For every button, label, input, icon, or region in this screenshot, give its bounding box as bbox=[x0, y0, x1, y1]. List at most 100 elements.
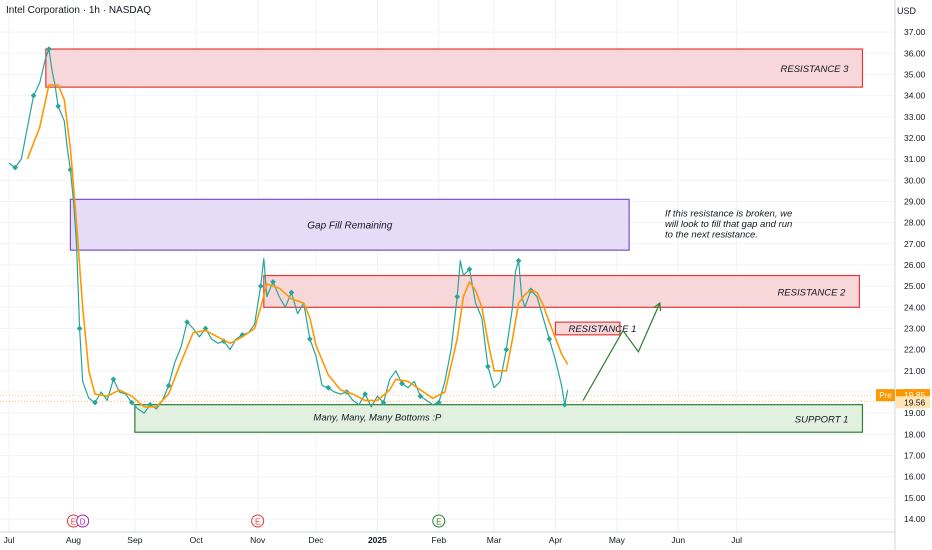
annotation-line: to the next resistance. bbox=[665, 229, 758, 240]
y-tick-label: 29.00 bbox=[904, 196, 926, 206]
x-tick-label: Oct bbox=[190, 535, 204, 545]
x-tick-label: Jun bbox=[671, 535, 685, 545]
zone-label: RESISTANCE 3 bbox=[781, 64, 850, 75]
y-tick-label: 33.00 bbox=[904, 112, 926, 122]
y-tick-label: 22.00 bbox=[904, 345, 926, 355]
annotation-layer: RESISTANCE 3 Gap Fill Remaining RESISTANCE… bbox=[307, 64, 849, 425]
price-marker bbox=[485, 363, 491, 370]
y-tick-label: 36.00 bbox=[904, 48, 926, 58]
price-marker bbox=[202, 325, 209, 332]
projection-arrow bbox=[582, 302, 661, 401]
x-tick-label: Nov bbox=[250, 535, 266, 545]
zone-label: RESISTANCE 1 bbox=[568, 324, 636, 335]
event-marker[interactable] bbox=[432, 514, 446, 528]
currency-label: USD bbox=[897, 6, 917, 16]
y-tick-label: 23.00 bbox=[904, 323, 926, 333]
y-tick-label: 17.00 bbox=[904, 450, 926, 460]
y-tick-label: 27.00 bbox=[904, 239, 926, 249]
x-tick-label: Jul bbox=[731, 535, 742, 545]
event-marker-label: E bbox=[255, 518, 260, 527]
price-marker bbox=[362, 391, 368, 397]
pre-tag-label: Pre bbox=[879, 391, 892, 400]
price-marker bbox=[165, 382, 172, 389]
zone-label: RESISTANCE 2 bbox=[777, 287, 846, 298]
y-tick-label: 15.00 bbox=[904, 493, 926, 503]
price-marker bbox=[184, 319, 190, 325]
y-tick-label: 25.00 bbox=[904, 281, 926, 291]
price-marker bbox=[76, 325, 83, 332]
x-tick-label: Apr bbox=[549, 535, 562, 545]
zone-label: Gap Fill Remaining bbox=[307, 221, 392, 232]
moving-average-line bbox=[26, 84, 569, 408]
y-tick-label: 28.00 bbox=[904, 218, 926, 228]
y-tick-label: 26.00 bbox=[904, 260, 926, 270]
pre-tag-badge bbox=[876, 389, 895, 402]
y-tick-label: 30.00 bbox=[904, 175, 926, 185]
y-tick-label: 16.00 bbox=[904, 472, 926, 482]
price-marker bbox=[307, 336, 313, 342]
event-marker[interactable] bbox=[76, 514, 90, 528]
price-marker bbox=[288, 289, 295, 296]
plot-background bbox=[0, 0, 895, 532]
annotation-line: Many, Many, Many Bottoms :P bbox=[313, 413, 442, 424]
price-marker bbox=[454, 293, 461, 300]
price-marker bbox=[417, 393, 424, 400]
event-marker[interactable] bbox=[251, 514, 265, 528]
price-marker bbox=[270, 279, 276, 285]
y-tick-label: 21.00 bbox=[904, 366, 926, 376]
price-marker bbox=[561, 401, 568, 408]
x-tick-label: Dec bbox=[308, 535, 324, 545]
y-tick-label: 24.00 bbox=[904, 302, 926, 312]
y-tick-label: 37.00 bbox=[904, 27, 926, 37]
x-tick-label: Jul bbox=[4, 535, 15, 545]
last-price-value: 19.56 bbox=[904, 397, 926, 407]
last-price-badge bbox=[896, 396, 930, 409]
zone-gap-fill-remaining[interactable] bbox=[69, 198, 630, 251]
price-marker bbox=[515, 257, 522, 264]
symbol-title[interactable]: Intel Corporation · 1h · NASDAQ bbox=[6, 5, 152, 16]
y-tick-label: 34.00 bbox=[904, 91, 926, 101]
zone-support-1[interactable] bbox=[134, 404, 864, 433]
zone-layer bbox=[45, 48, 864, 433]
x-tick-label: Sep bbox=[127, 535, 142, 545]
price-marker bbox=[503, 346, 510, 353]
projection-arrow-head bbox=[653, 301, 662, 312]
price-marker bbox=[546, 336, 553, 342]
price-marker bbox=[325, 384, 332, 391]
annotation-text: Many, Many, Many Bottoms :P bbox=[313, 413, 442, 424]
x-tick-label: Mar bbox=[487, 535, 502, 545]
price-marker bbox=[399, 380, 405, 387]
zone-resistance-1[interactable] bbox=[554, 321, 621, 336]
annotation-line: will look to fill that gap and run bbox=[665, 219, 792, 230]
y-tick-label: 31.00 bbox=[904, 154, 926, 164]
price-marker bbox=[435, 399, 442, 406]
price-line bbox=[8, 48, 569, 414]
y-tick-label: 18.00 bbox=[904, 429, 926, 439]
grid-lines bbox=[0, 0, 895, 532]
zone-resistance-2[interactable] bbox=[263, 274, 860, 308]
x-tick-label: May bbox=[609, 535, 626, 545]
price-marker bbox=[110, 376, 117, 383]
annotation-line: If this resistance is broken, we bbox=[665, 208, 792, 219]
y-tick-label: 19.00 bbox=[904, 408, 926, 418]
event-marker-label: D bbox=[80, 518, 86, 527]
price-marker bbox=[128, 399, 135, 406]
event-marker-label: E bbox=[71, 518, 76, 527]
pre-price-value: 19.85 bbox=[904, 390, 926, 400]
x-tick-label: 2025 bbox=[368, 535, 387, 545]
price-marker bbox=[92, 399, 98, 406]
annotation-text: If this resistance is broken, we will loo… bbox=[665, 208, 792, 240]
zone-label: SUPPORT 1 bbox=[795, 414, 849, 425]
price-marker bbox=[257, 283, 264, 289]
event-marker-label: E bbox=[436, 518, 441, 527]
price-marker bbox=[466, 266, 473, 273]
series-layer bbox=[0, 46, 895, 414]
y-tick-label: 14.00 bbox=[904, 514, 926, 524]
zone-resistance-3[interactable] bbox=[45, 48, 864, 88]
y-tick-label: 35.00 bbox=[904, 69, 926, 79]
x-tick-label: Feb bbox=[431, 535, 446, 545]
price-marker bbox=[380, 399, 387, 406]
x-tick-label: Aug bbox=[66, 535, 81, 545]
